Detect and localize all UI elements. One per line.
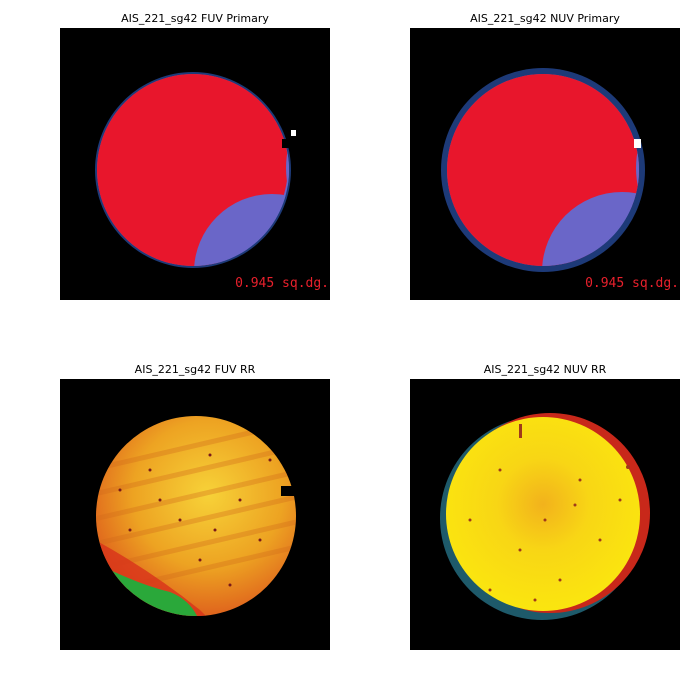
sources (468, 424, 630, 602)
mask-notch (281, 486, 299, 496)
panel-nuv-rr: AIS_221_sg42 NUV RR (410, 363, 680, 650)
mask-notch (282, 139, 298, 148)
panel-title: AIS_221_sg42 NUV RR (484, 363, 607, 376)
sources (118, 453, 272, 587)
mask-notch (291, 130, 296, 136)
panel-fuv-rr: AIS_221_sg42 FUV RR (60, 363, 330, 650)
area-label: 0.945 sq.dg. (235, 276, 329, 291)
panel-title: AIS_221_sg42 FUV RR (135, 363, 256, 376)
panel-nuv-primary: AIS_221_sg42 NUV Primary 0.945 sq.dg. (410, 12, 680, 300)
panel-title: AIS_221_sg42 FUV Primary (121, 12, 269, 25)
coverage (447, 74, 639, 266)
response-field (446, 417, 640, 611)
overlap-region (542, 192, 639, 266)
mask-notch (634, 139, 641, 148)
panel-title: AIS_221_sg42 NUV Primary (470, 12, 620, 25)
panel-fuv-primary: AIS_221_sg42 FUV Primary 0.945 sq.dg. (60, 12, 330, 300)
coverage (97, 74, 289, 266)
overlap-region (194, 194, 289, 266)
area-label: 0.945 sq.dg. (585, 276, 679, 291)
